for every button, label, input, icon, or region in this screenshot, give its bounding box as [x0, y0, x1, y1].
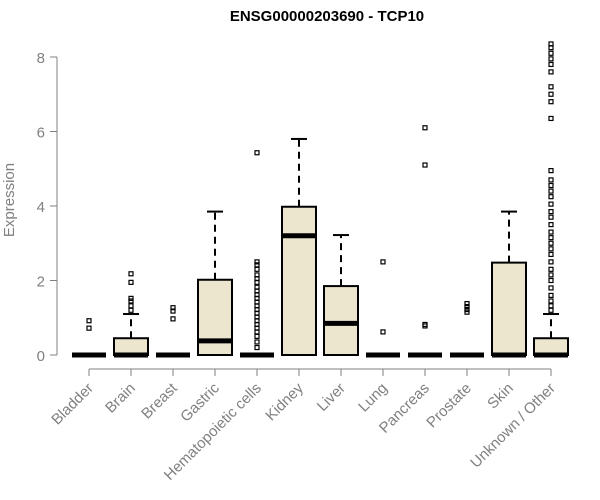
outlier-point: [548, 84, 554, 90]
outlier-point: [548, 61, 554, 68]
outlier-point: [548, 298, 554, 304]
box-lung: [366, 259, 400, 358]
outlier-point: [254, 259, 260, 265]
x-tick-label: Brain: [102, 380, 139, 417]
y-tick-label: 2: [37, 274, 45, 291]
chart-title: ENSG00000203690 - TCP10: [230, 8, 424, 25]
outlier-point: [128, 279, 134, 285]
outlier-point: [548, 303, 554, 309]
outlier-point: [548, 214, 554, 220]
outlier-point: [464, 309, 470, 315]
outlier-point: [548, 285, 554, 291]
outlier-point: [548, 240, 554, 246]
y-tick-label: 8: [37, 50, 45, 67]
box-gastric: [197, 210, 233, 357]
outlier-point: [548, 259, 554, 265]
outlier-point: [548, 201, 554, 207]
outlier-point: [86, 318, 92, 324]
outlier-point: [548, 115, 554, 122]
outlier-point: [548, 56, 554, 62]
outlier-point: [464, 303, 470, 310]
outlier-point: [254, 339, 260, 345]
box-body: [533, 337, 569, 356]
outlier-point: [548, 307, 554, 313]
outlier-point: [170, 308, 176, 314]
box-liver: [323, 234, 359, 356]
outlier-point: [548, 50, 554, 56]
x-tick-label: Skin: [484, 380, 517, 413]
outlier-point: [548, 292, 554, 298]
outlier-point: [548, 91, 554, 97]
x-tick-label: Bladder: [48, 380, 97, 429]
outlier-point: [548, 222, 554, 228]
outlier-point: [254, 284, 260, 290]
outlier-point: [254, 262, 260, 268]
box-body: [491, 261, 527, 356]
outlier-point: [170, 316, 176, 322]
x-tick-label: Prostate: [423, 380, 475, 432]
outlier-point: [128, 271, 134, 277]
box-kidney: [281, 137, 317, 356]
y-tick-label: 6: [37, 125, 45, 142]
outlier-point: [464, 300, 470, 307]
outlier-point: [422, 125, 428, 131]
outlier-point: [464, 306, 470, 313]
outlier-point: [548, 272, 554, 278]
outlier-point: [548, 41, 554, 47]
outlier-point: [548, 235, 554, 241]
outlier-point: [548, 69, 554, 75]
y-tick-label: 4: [37, 199, 45, 216]
outlier-point: [254, 272, 260, 278]
outlier-point: [128, 303, 134, 309]
outlier-point: [422, 162, 428, 168]
outlier-point: [548, 277, 554, 284]
outlier-point: [548, 208, 554, 215]
outlier-point: [86, 325, 92, 331]
outlier-point: [422, 321, 428, 328]
box-skin: [491, 210, 527, 358]
x-tick-label: Liver: [314, 380, 349, 415]
x-tick-label: Breast: [138, 379, 181, 422]
box-unknown-other: [533, 41, 569, 358]
outlier-point: [128, 295, 134, 301]
outlier-point: [548, 182, 554, 189]
box-pancreas: [408, 125, 442, 358]
x-tick-label: Lung: [355, 380, 391, 416]
box-brain: [113, 271, 149, 358]
x-tick-label: Kidney: [262, 379, 307, 424]
outlier-point: [548, 266, 554, 272]
outlier-point: [128, 298, 134, 304]
outlier-point: [380, 329, 386, 335]
outlier-point: [254, 333, 260, 339]
outlier-point: [254, 150, 260, 156]
outlier-point: [254, 344, 260, 351]
outlier-point: [548, 246, 554, 252]
y-axis-label: Expression: [1, 163, 18, 237]
outlier-point: [548, 168, 554, 174]
box-body: [113, 337, 149, 356]
outlier-point: [254, 266, 260, 272]
outlier-point: [548, 99, 554, 105]
box-body: [281, 205, 317, 356]
box-hematopoietic-cells: [240, 150, 274, 358]
box-body: [323, 285, 359, 356]
box-breast: [156, 305, 190, 358]
outlier-point: [380, 259, 386, 265]
outlier-point: [548, 194, 554, 200]
outlier-point: [548, 251, 554, 258]
outlier-point: [548, 229, 554, 235]
box-bladder: [72, 318, 106, 358]
box-body: [197, 278, 233, 357]
outlier-point: [548, 188, 554, 194]
outlier-point: [128, 307, 134, 313]
y-tick-label: 0: [37, 348, 45, 365]
box-prostate: [450, 300, 484, 358]
outlier-point: [548, 177, 554, 183]
outlier-point: [170, 305, 176, 311]
